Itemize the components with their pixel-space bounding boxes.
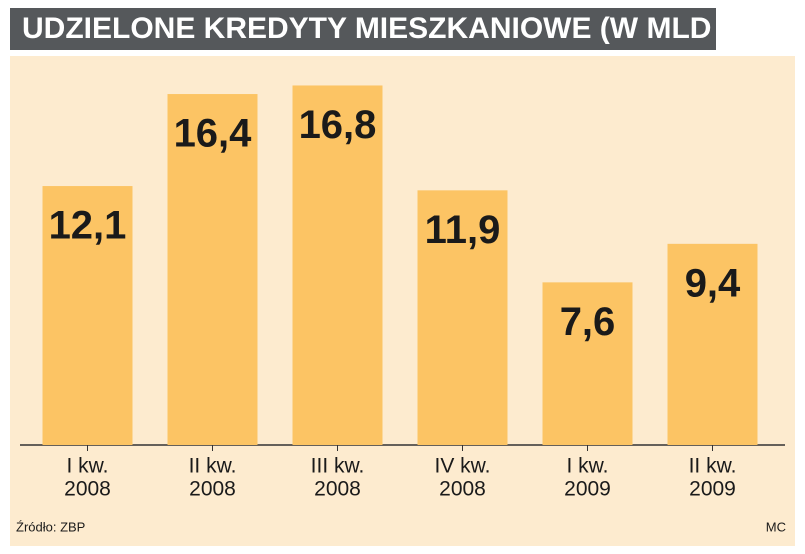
x-tick-label: 2008 xyxy=(314,478,361,501)
x-tick-label: 2008 xyxy=(189,478,236,501)
value-label: 16,8 xyxy=(299,103,377,147)
credit: MC xyxy=(766,519,786,534)
x-tick-label: II kw. xyxy=(689,455,737,478)
x-tick-label: I kw. xyxy=(66,455,108,478)
bar xyxy=(417,190,508,445)
plot-background xyxy=(10,56,795,546)
bar xyxy=(667,243,758,445)
x-tick-label: III kw. xyxy=(311,455,365,478)
x-tick-label: 2008 xyxy=(439,478,486,501)
x-tick-label: 2008 xyxy=(64,478,111,501)
chart-title: UDZIELONE KREDYTY MIESZKANIOWE (W MLD ZŁ… xyxy=(22,12,766,45)
title-bar xyxy=(10,8,716,50)
bar xyxy=(167,94,258,445)
value-label: 7,6 xyxy=(560,300,616,344)
value-label: 11,9 xyxy=(425,208,501,252)
bar xyxy=(42,186,133,445)
value-label: 12,1 xyxy=(49,204,127,248)
x-tick-label: I kw. xyxy=(566,455,608,478)
bar xyxy=(292,85,383,445)
bar xyxy=(542,282,633,445)
x-tick-label: II kw. xyxy=(189,455,237,478)
x-tick-label: IV kw. xyxy=(434,455,490,478)
x-tick-label: 2009 xyxy=(689,478,736,501)
value-label: 16,4 xyxy=(174,112,253,156)
x-tick-label: 2009 xyxy=(564,478,611,501)
source: Źródło: ZBP xyxy=(16,519,85,534)
value-label: 9,4 xyxy=(685,261,741,305)
